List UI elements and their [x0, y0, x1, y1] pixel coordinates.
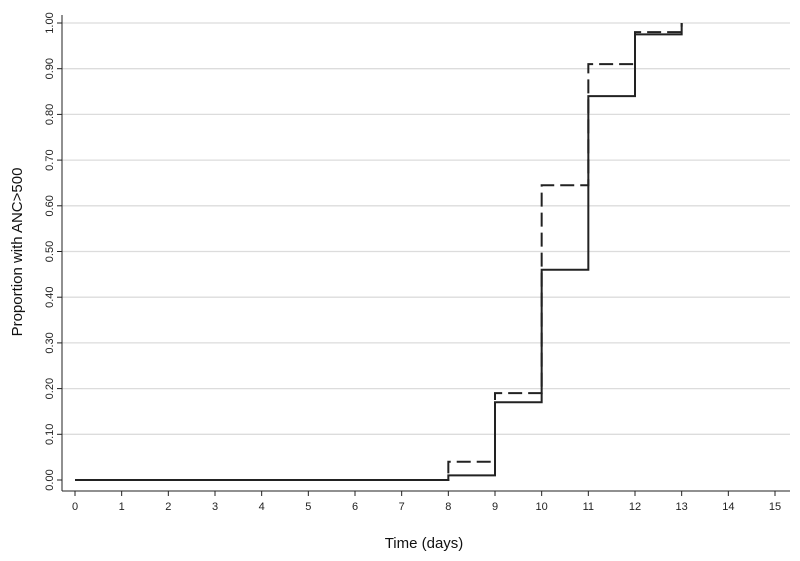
- x-tick-label: 6: [352, 501, 358, 513]
- x-tick-label: 1: [119, 501, 125, 513]
- y-tick-label: 0.30: [44, 332, 56, 353]
- series-line-dashed: [75, 23, 683, 481]
- x-tick-label: 15: [769, 501, 781, 513]
- y-tick-label: 0.60: [44, 195, 56, 216]
- y-tick-label: 0.90: [44, 58, 56, 79]
- y-tick-label: 0.10: [44, 424, 56, 445]
- y-tick-label: 0.50: [44, 241, 56, 262]
- y-tick-label: 0.80: [44, 104, 56, 125]
- y-tick-label: 0.40: [44, 286, 56, 307]
- y-tick-label: 0.70: [44, 149, 56, 170]
- x-tick-label: 5: [305, 501, 311, 513]
- axes: [61, 15, 790, 492]
- y-tick-label: 1.00: [44, 12, 56, 33]
- x-tick-label: 9: [492, 501, 498, 513]
- x-axis-ticks: 0 1 2 3 4 5 6 7 8 9 10 11 12 13 14 15: [72, 491, 781, 513]
- x-tick-label: 11: [583, 501, 594, 513]
- x-tick-label: 0: [72, 501, 78, 513]
- x-tick-label: 14: [722, 501, 734, 513]
- y-tick-label: 0.20: [44, 378, 56, 399]
- y-axis-title: Proportion with ANC>500: [9, 168, 26, 337]
- series-layer: [75, 23, 683, 481]
- x-tick-label: 4: [259, 501, 265, 513]
- x-tick-label: 13: [676, 501, 688, 513]
- x-tick-label: 10: [536, 501, 548, 513]
- x-tick-label: 8: [445, 501, 451, 513]
- y-tick-label: 0.00: [44, 469, 56, 490]
- y-gridlines: [62, 22, 790, 435]
- x-tick-label: 12: [629, 501, 641, 513]
- y-axis-ticks: 0.00 0.10 0.20 0.30 0.40 0.50 0.60 0.70 0.80 0.90…: [44, 12, 62, 491]
- x-axis-title: Time (days): [385, 535, 464, 552]
- x-tick-label: 7: [399, 501, 405, 513]
- x-tick-label: 3: [212, 501, 218, 513]
- x-tick-label: 2: [165, 501, 171, 513]
